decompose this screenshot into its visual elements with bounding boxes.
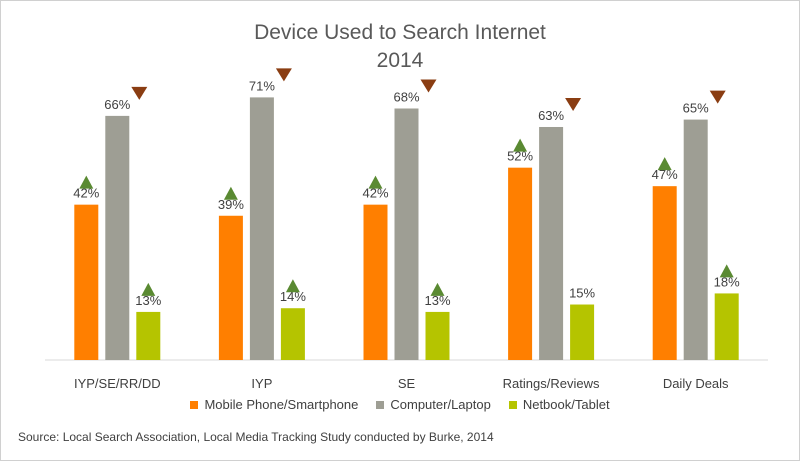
trend-up-icon — [719, 264, 734, 278]
legend-label: Netbook/Tablet — [522, 397, 610, 412]
bar — [539, 126, 564, 360]
legend-swatch — [376, 401, 385, 409]
trend-down-icon — [131, 86, 148, 100]
trend-up-icon — [430, 282, 445, 296]
data-label: 47% — [652, 167, 678, 182]
data-label: 18% — [714, 274, 740, 289]
trend-down-icon — [420, 79, 437, 93]
trend-up-icon — [513, 138, 528, 152]
trend-down-icon — [709, 90, 726, 104]
chart-plot: 42% 66% 13% IYP/SE/RR/DD 39% 71% 14% IYP 42% 68% 1… — [45, 68, 768, 391]
bar — [683, 119, 708, 360]
bar — [652, 186, 677, 360]
chart-legend: Mobile Phone/Smartphone Computer/Laptop Ne… — [0, 397, 800, 412]
bar — [136, 311, 161, 360]
legend-item: Mobile Phone/Smartphone — [190, 397, 358, 412]
data-label: 66% — [104, 97, 130, 112]
trend-down-icon — [275, 68, 292, 82]
bar — [570, 304, 595, 360]
chart-subtitle: 2014 — [376, 49, 424, 72]
data-label: 13% — [135, 293, 161, 308]
bar — [280, 308, 305, 360]
legend-swatch — [508, 401, 517, 409]
legend-swatch — [190, 401, 199, 409]
data-label: 13% — [424, 293, 450, 308]
data-label: 15% — [569, 286, 595, 301]
trend-up-icon — [79, 175, 94, 189]
trend-up-icon — [223, 186, 238, 200]
legend-label: Mobile Phone/Smartphone — [204, 397, 359, 412]
source-note: Source: Local Search Association, Local … — [18, 430, 494, 444]
data-label: 39% — [218, 197, 244, 212]
trend-up-icon — [368, 175, 383, 189]
data-label: 14% — [280, 289, 306, 304]
trend-up-icon — [141, 282, 156, 296]
data-label: 42% — [73, 186, 99, 201]
data-label: 65% — [683, 101, 709, 116]
data-label: 42% — [362, 186, 388, 201]
bar — [714, 293, 739, 360]
x-tick-label: IYP — [251, 376, 272, 391]
chart-title: Device Used to Search Internet — [254, 21, 546, 44]
x-tick-label: Ratings/Reviews — [503, 376, 600, 391]
legend-label: Computer/Laptop — [390, 397, 491, 412]
bar — [363, 204, 388, 360]
bar — [425, 311, 450, 360]
x-tick-label: IYP/SE/RR/DD — [74, 376, 161, 391]
data-label: 71% — [249, 78, 275, 93]
legend-item: Netbook/Tablet — [508, 397, 610, 412]
trend-up-icon — [657, 157, 672, 171]
bar — [74, 204, 99, 360]
trend-up-icon — [285, 279, 300, 293]
bar — [394, 108, 419, 360]
x-tick-label: Daily Deals — [663, 376, 729, 391]
data-label: 68% — [393, 89, 419, 104]
x-tick-label: SE — [398, 376, 416, 391]
bar — [105, 115, 130, 360]
legend-item: Computer/Laptop — [376, 397, 491, 412]
data-label: 63% — [538, 108, 564, 123]
trend-down-icon — [565, 97, 582, 111]
bar — [508, 167, 533, 360]
bar — [218, 215, 243, 360]
bar — [249, 97, 274, 360]
data-label: 52% — [507, 149, 533, 164]
